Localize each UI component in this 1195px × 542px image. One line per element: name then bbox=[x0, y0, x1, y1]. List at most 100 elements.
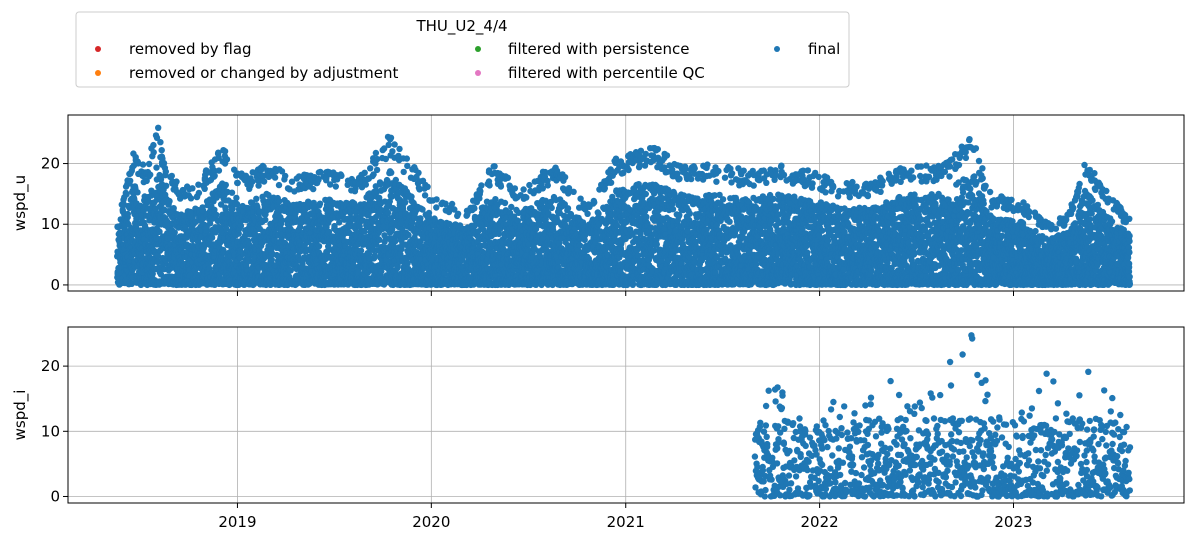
data-point bbox=[511, 185, 519, 192]
data-point bbox=[316, 200, 324, 207]
data-point bbox=[215, 167, 223, 174]
data-point bbox=[233, 194, 240, 202]
data-point bbox=[471, 205, 478, 212]
legend-frame bbox=[75, 11, 850, 88]
legend-marker-0 bbox=[95, 46, 101, 52]
data-point bbox=[160, 159, 168, 167]
data-point bbox=[504, 174, 512, 181]
data-point bbox=[168, 172, 175, 180]
data-point bbox=[477, 188, 484, 195]
data-point bbox=[415, 169, 422, 176]
data-point bbox=[134, 189, 141, 196]
data-point bbox=[403, 155, 410, 162]
legend-marker-4 bbox=[774, 46, 780, 52]
legend-label-2: filtered with persistence bbox=[508, 40, 689, 58]
data-point bbox=[234, 179, 241, 187]
data-point bbox=[548, 204, 555, 212]
data-point bbox=[544, 182, 551, 189]
data-point bbox=[154, 252, 162, 259]
data-point bbox=[166, 197, 173, 205]
data-point bbox=[162, 168, 169, 175]
data-point bbox=[389, 148, 396, 155]
panel-wspd-u-points bbox=[114, 124, 1134, 289]
data-point bbox=[170, 205, 177, 212]
data-point bbox=[150, 149, 157, 156]
data-point bbox=[173, 178, 180, 185]
data-point bbox=[396, 145, 403, 153]
data-point bbox=[421, 192, 429, 199]
data-point bbox=[189, 185, 196, 192]
data-point bbox=[491, 163, 498, 170]
data-point bbox=[148, 187, 155, 194]
data-point bbox=[282, 172, 289, 180]
data-point bbox=[213, 211, 220, 218]
data-point bbox=[127, 177, 134, 184]
data-point bbox=[208, 234, 216, 241]
legend-entry-0: removed by flag bbox=[95, 40, 252, 58]
data-point bbox=[433, 204, 440, 211]
data-point bbox=[145, 160, 153, 168]
data-point bbox=[478, 182, 485, 189]
data-point bbox=[139, 161, 147, 168]
data-point bbox=[130, 195, 138, 202]
data-point bbox=[211, 172, 218, 179]
data-point bbox=[501, 199, 509, 207]
data-point bbox=[156, 228, 163, 235]
data-point bbox=[249, 178, 256, 185]
data-point bbox=[157, 139, 164, 146]
data-point bbox=[315, 243, 323, 250]
legend-entry-1: removed or changed by adjustment bbox=[95, 64, 398, 82]
data-point bbox=[155, 124, 162, 131]
legend-label-0: removed by flag bbox=[129, 40, 252, 58]
data-point bbox=[147, 171, 154, 178]
data-point bbox=[275, 181, 283, 189]
data-point bbox=[338, 172, 345, 179]
data-point bbox=[154, 257, 161, 265]
data-point bbox=[387, 134, 395, 141]
data-point bbox=[388, 169, 395, 176]
data-point bbox=[433, 196, 440, 203]
data-point bbox=[268, 256, 275, 263]
data-point bbox=[361, 169, 368, 176]
data-point bbox=[163, 182, 170, 189]
data-point bbox=[497, 183, 505, 190]
data-point bbox=[123, 191, 130, 198]
legend: THU_U2_4/4 removed by flag removed or ch… bbox=[75, 11, 850, 88]
data-point bbox=[408, 193, 415, 200]
data-point bbox=[228, 189, 236, 196]
data-point bbox=[367, 165, 374, 172]
data-point bbox=[201, 185, 208, 192]
data-point bbox=[425, 209, 433, 217]
data-point bbox=[310, 185, 317, 193]
data-point bbox=[153, 134, 161, 141]
data-point bbox=[148, 192, 155, 199]
data-point bbox=[253, 195, 260, 202]
data-point bbox=[271, 174, 279, 181]
data-point bbox=[448, 200, 456, 208]
legend-label-4: final bbox=[808, 40, 840, 58]
data-point bbox=[391, 141, 398, 148]
legend-marker-1 bbox=[95, 70, 101, 76]
data-point bbox=[150, 141, 157, 149]
data-point bbox=[187, 195, 195, 202]
data-point bbox=[124, 210, 131, 218]
data-point bbox=[222, 181, 229, 189]
data-point bbox=[332, 183, 339, 190]
data-point bbox=[223, 156, 231, 163]
legend-entry-4: final bbox=[774, 40, 840, 58]
legend-title: THU_U2_4/4 bbox=[415, 17, 507, 36]
legend-entry-2: filtered with persistence bbox=[475, 40, 689, 58]
data-point bbox=[221, 148, 229, 155]
data-point bbox=[255, 182, 262, 189]
data-point bbox=[523, 194, 530, 201]
data-point bbox=[128, 280, 135, 287]
data-point bbox=[195, 189, 203, 197]
data-point bbox=[119, 206, 126, 214]
data-point bbox=[171, 229, 178, 236]
legend-entry-3: filtered with percentile QC bbox=[475, 64, 705, 82]
data-point bbox=[357, 247, 365, 254]
legend-label-3: filtered with percentile QC bbox=[508, 64, 705, 82]
data-point bbox=[275, 198, 283, 205]
